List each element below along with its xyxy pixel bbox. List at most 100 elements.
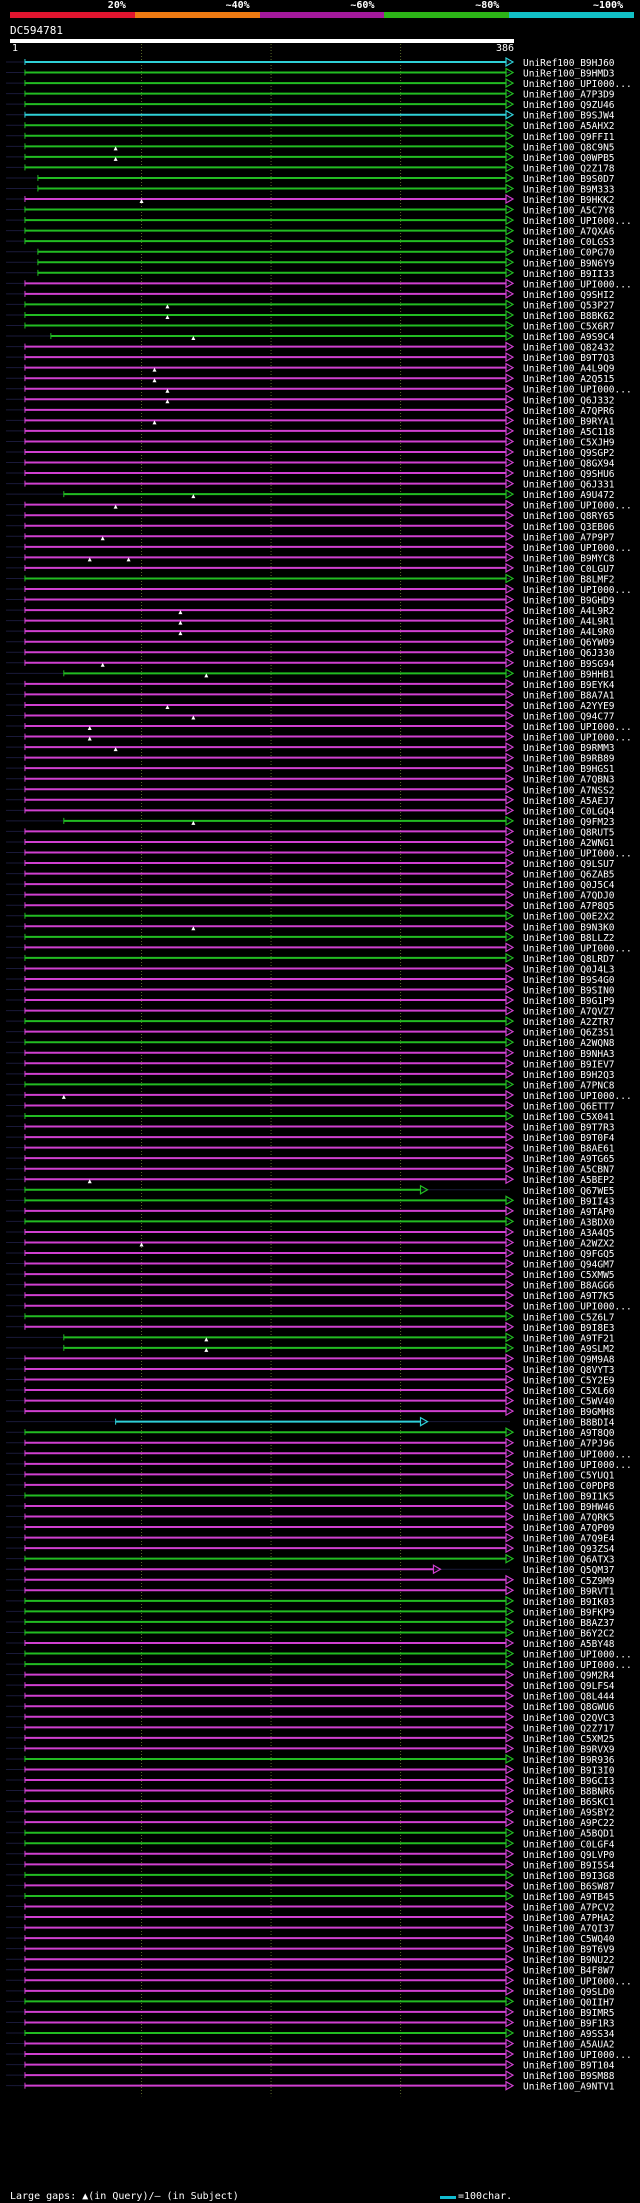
hit-arrow: [505, 2059, 515, 2070]
hit-arrow: [505, 468, 515, 479]
query-gap-marker: [113, 156, 118, 161]
hit-arrow: [505, 1089, 515, 1100]
hit-label: UniRef100_Q82432: [523, 343, 615, 354]
hit-label: UniRef100_Q53P27: [523, 300, 615, 311]
hit-label: UniRef100_C0PDP8: [523, 1481, 615, 1492]
hit-arrow: [505, 1500, 515, 1512]
hit-label: UniRef100_A2Q515: [523, 374, 615, 385]
footer-scale-legend: =100char.: [458, 2191, 513, 2202]
legend-segment-label: ~40%: [225, 0, 250, 11]
legend-segment-label: 20%: [107, 0, 126, 11]
hit-label: UniRef100_B9T6V9: [523, 1945, 615, 1956]
hit-arrow: [505, 1785, 515, 1796]
hit-arrow: [505, 657, 515, 668]
hit-arrow: [505, 531, 515, 542]
hit-label: UniRef100_A4L9R1: [523, 617, 615, 628]
hit-arrow: [505, 288, 515, 299]
hit-arrow: [505, 636, 515, 647]
hit-label: UniRef100_B9H2Q3: [523, 1070, 615, 1081]
hit-arrow: [505, 1216, 515, 1227]
hit-arrow: [505, 1996, 515, 2007]
hit-label: UniRef100_Q6ZAB5: [523, 870, 615, 881]
hit-arrow: [505, 720, 515, 732]
hit-arrow: [505, 1838, 515, 1849]
query-gap-marker: [178, 620, 183, 625]
hit-label: UniRef100_Q94C77: [523, 711, 615, 722]
hit-label: UniRef100_A5C7Y8: [523, 206, 615, 217]
hit-arrow: [505, 752, 515, 763]
query-id: DC594781: [10, 24, 63, 37]
hit-arrow: [505, 1532, 515, 1543]
hit-label: UniRef100_C0LGS3: [523, 237, 615, 248]
hit-arrow: [505, 510, 515, 521]
hit-label: UniRef100_B9EYK4: [523, 680, 615, 691]
hit-arrow: [505, 1363, 515, 1374]
hit-label: UniRef100_C5Y2E9: [523, 1376, 615, 1387]
query-gap-marker: [191, 926, 196, 931]
query-gap-marker: [152, 378, 157, 383]
hit-arrow: [505, 1395, 515, 1406]
query-end-label: 386: [496, 43, 515, 54]
hit-label: UniRef100_A7QRK5: [523, 1513, 615, 1524]
hit-label: UniRef100_Q6J332: [523, 395, 615, 406]
hit-arrow: [505, 1269, 515, 1280]
hit-arrow: [505, 2038, 515, 2049]
hit-arrow: [505, 647, 515, 658]
hit-label: UniRef100_B9NU22: [523, 1955, 615, 1966]
hit-arrow: [505, 1606, 515, 1617]
hit-arrow: [505, 1616, 515, 1627]
hit-arrow: [505, 1026, 515, 1037]
hit-label: UniRef100_A5BEP2: [523, 1175, 615, 1186]
hit-label: UniRef100_A7QXA6: [523, 227, 615, 238]
hit-arrow: [505, 984, 515, 995]
hit-arrow: [505, 615, 515, 626]
hit-arrow: [505, 1859, 515, 1870]
hit-arrow: [505, 1153, 515, 1164]
hit-label: UniRef100_A9SS34: [523, 2029, 615, 2040]
hit-label: UniRef100_B8LLZ2: [523, 933, 615, 944]
query-gap-marker: [191, 820, 196, 825]
hit-label: UniRef100_B9R936: [523, 1755, 615, 1766]
hit-arrow: [505, 1332, 515, 1343]
hit-label: UniRef100_A5CBN7: [523, 1165, 615, 1176]
hit-arrow: [505, 1964, 515, 1975]
hit-label: UniRef100_Q8RUT5: [523, 827, 615, 838]
hit-label: UniRef100_Q9M2R4: [523, 1671, 615, 1682]
hit-arrow: [505, 552, 515, 563]
hit-label: UniRef100_B9I8E3: [523, 1323, 615, 1334]
hit-arrow: [505, 583, 515, 595]
hit-arrow: [505, 1922, 515, 1933]
hit-label: UniRef100_UPI000...: [523, 733, 632, 744]
hit-arrow: [505, 1933, 515, 1944]
hit-label: UniRef100_C0LGQ4: [523, 806, 615, 817]
hit-label: UniRef100_B9F1R3: [523, 2018, 615, 2029]
hit-label: UniRef100_Q9SHI2: [523, 290, 615, 301]
hit-arrow: [505, 404, 515, 415]
hit-arrow: [505, 2070, 515, 2081]
scale-swatch: [440, 2196, 456, 2199]
query-gap-marker: [165, 399, 170, 404]
hit-label: UniRef100_UPI000...: [523, 1650, 632, 1661]
hit-label: UniRef100_B8BK62: [523, 311, 615, 322]
hit-label: UniRef100_B9FKP9: [523, 1607, 615, 1618]
hit-arrow: [505, 299, 515, 310]
hit-arrow: [505, 309, 515, 320]
hit-label: UniRef100_Q2QVC3: [523, 1713, 615, 1724]
hit-label: UniRef100_Q9M9A8: [523, 1354, 615, 1365]
hit-label: UniRef100_B9S4G0: [523, 975, 615, 986]
hit-label: UniRef100_A7PCV2: [523, 1903, 615, 1914]
hit-label: UniRef100_Q0E2X2: [523, 912, 615, 923]
hit-label: UniRef100_UPI000...: [523, 1460, 632, 1471]
hit-label: UniRef100_Q9ZU46: [523, 100, 615, 111]
hit-arrow: [505, 331, 515, 342]
hit-arrow: [505, 215, 515, 226]
hit-label: UniRef100_Q8GWU6: [523, 1702, 615, 1713]
hit-label: UniRef100_Q8VYT3: [523, 1365, 615, 1376]
hit-label: UniRef100_B9I1K5: [523, 1491, 615, 1502]
hit-label: UniRef100_A7Q9E4: [523, 1534, 615, 1545]
hit-label: UniRef100_B9MYC8: [523, 553, 615, 564]
hit-label: UniRef100_A4L9Q9: [523, 364, 615, 375]
query-gap-marker: [165, 314, 170, 319]
hit-arrow: [505, 1659, 515, 1670]
